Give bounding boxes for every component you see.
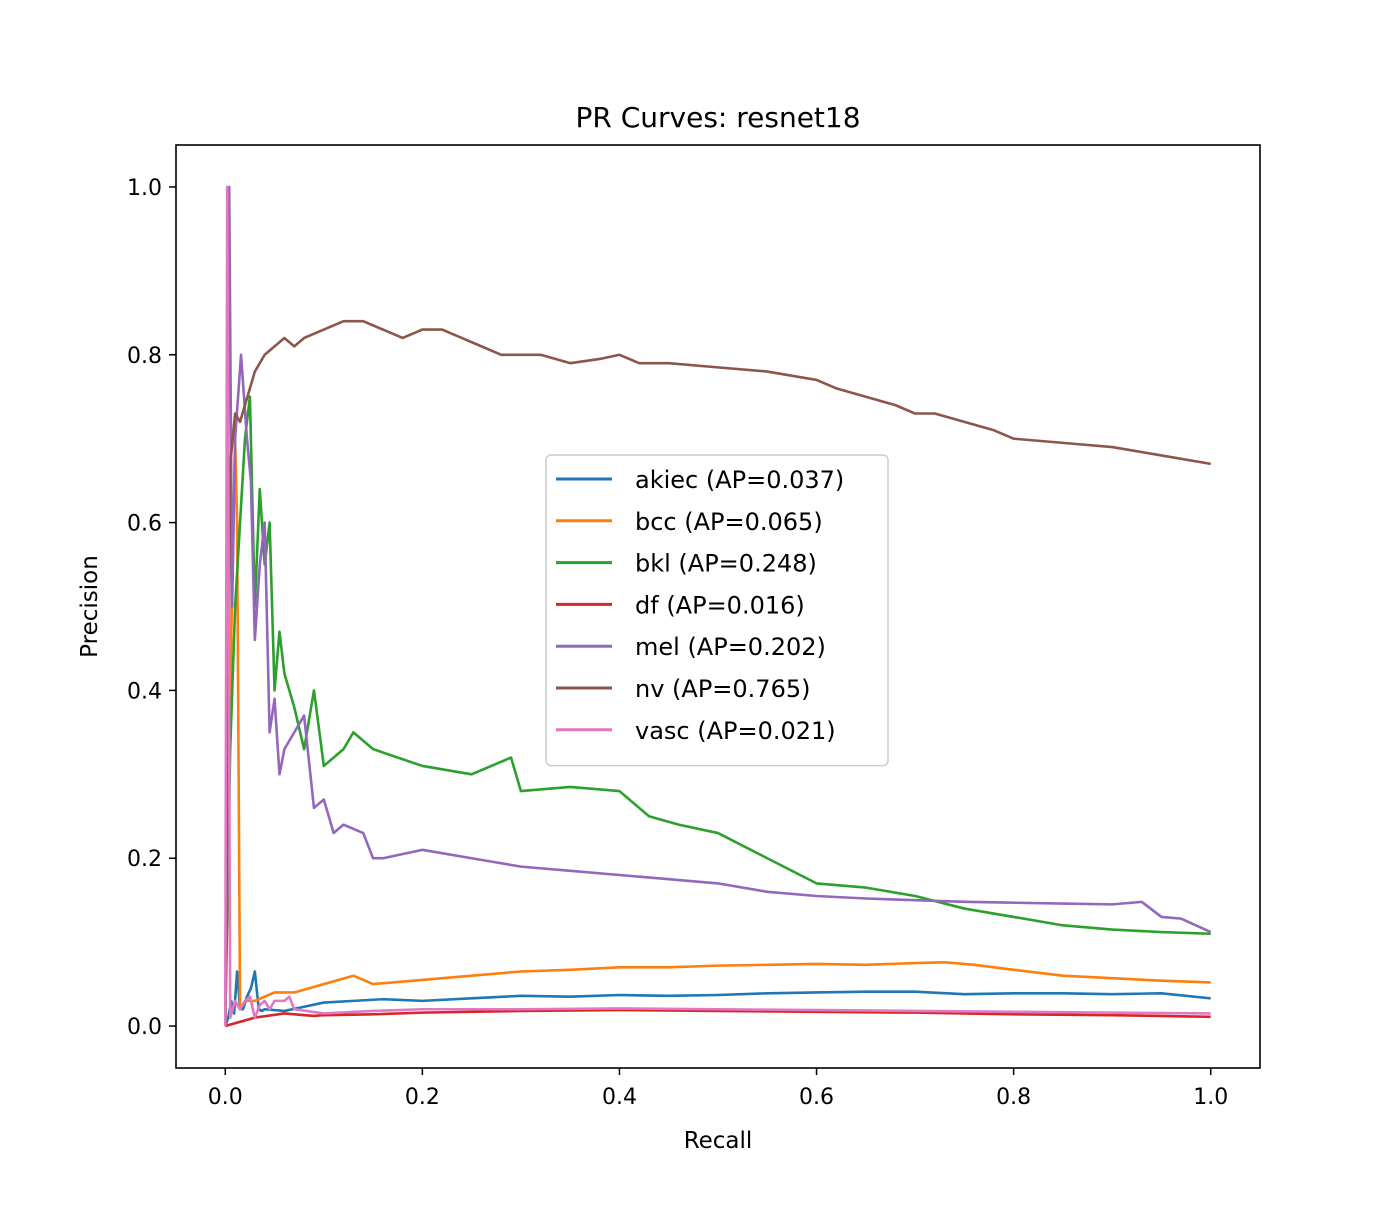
y-tick-label: 0.6 [127,512,162,537]
x-axis-ticks: 0.0 0.2 0.4 0.6 0.8 1.0 [208,1068,1228,1110]
legend-label-nv: nv (AP=0.765) [635,675,810,703]
x-tick-label: 0.4 [602,1085,637,1110]
legend-label-vasc: vasc (AP=0.021) [635,717,836,745]
series-line-vasc [223,185,1211,1027]
x-axis-title: Recall [684,1128,753,1154]
y-tick-label: 0.8 [127,344,162,369]
chart-title: PR Curves: resnet18 [575,101,860,134]
y-tick-label: 0.2 [127,847,162,872]
legend-label-akiec: akiec (AP=0.037) [635,466,844,494]
legend-box [545,454,889,767]
series-line-nv [223,319,1211,1027]
series-line-bkl [223,395,1211,1027]
legend-label-mel: mel (AP=0.202) [635,633,826,661]
series-line-df [224,1008,1211,1028]
x-tick-label: 0.8 [996,1085,1031,1110]
plot-frame [175,144,1261,1069]
series-layer [223,185,1212,1028]
series-line-mel [223,185,1212,1027]
series-line-akiec [224,970,1211,1027]
y-axis-ticks: 0.0 0.2 0.4 0.6 0.8 1.0 [127,176,176,1040]
y-tick-label: 0.0 [127,1015,162,1040]
y-tick-label: 0.4 [127,679,162,704]
y-axis-title: Precision [77,555,103,658]
legend-label-bkl: bkl (AP=0.248) [635,550,817,578]
legend-label-bcc: bcc (AP=0.065) [635,508,823,536]
x-tick-label: 0.2 [405,1085,440,1110]
x-tick-label: 1.0 [1193,1085,1228,1110]
legend: akiec (AP=0.037) bcc (AP=0.065) bkl (AP=0.… [545,454,889,767]
y-tick-label: 1.0 [127,176,162,201]
x-tick-label: 0.0 [208,1085,243,1110]
legend-label-df: df (AP=0.016) [635,591,805,619]
x-tick-label: 0.6 [799,1085,834,1110]
